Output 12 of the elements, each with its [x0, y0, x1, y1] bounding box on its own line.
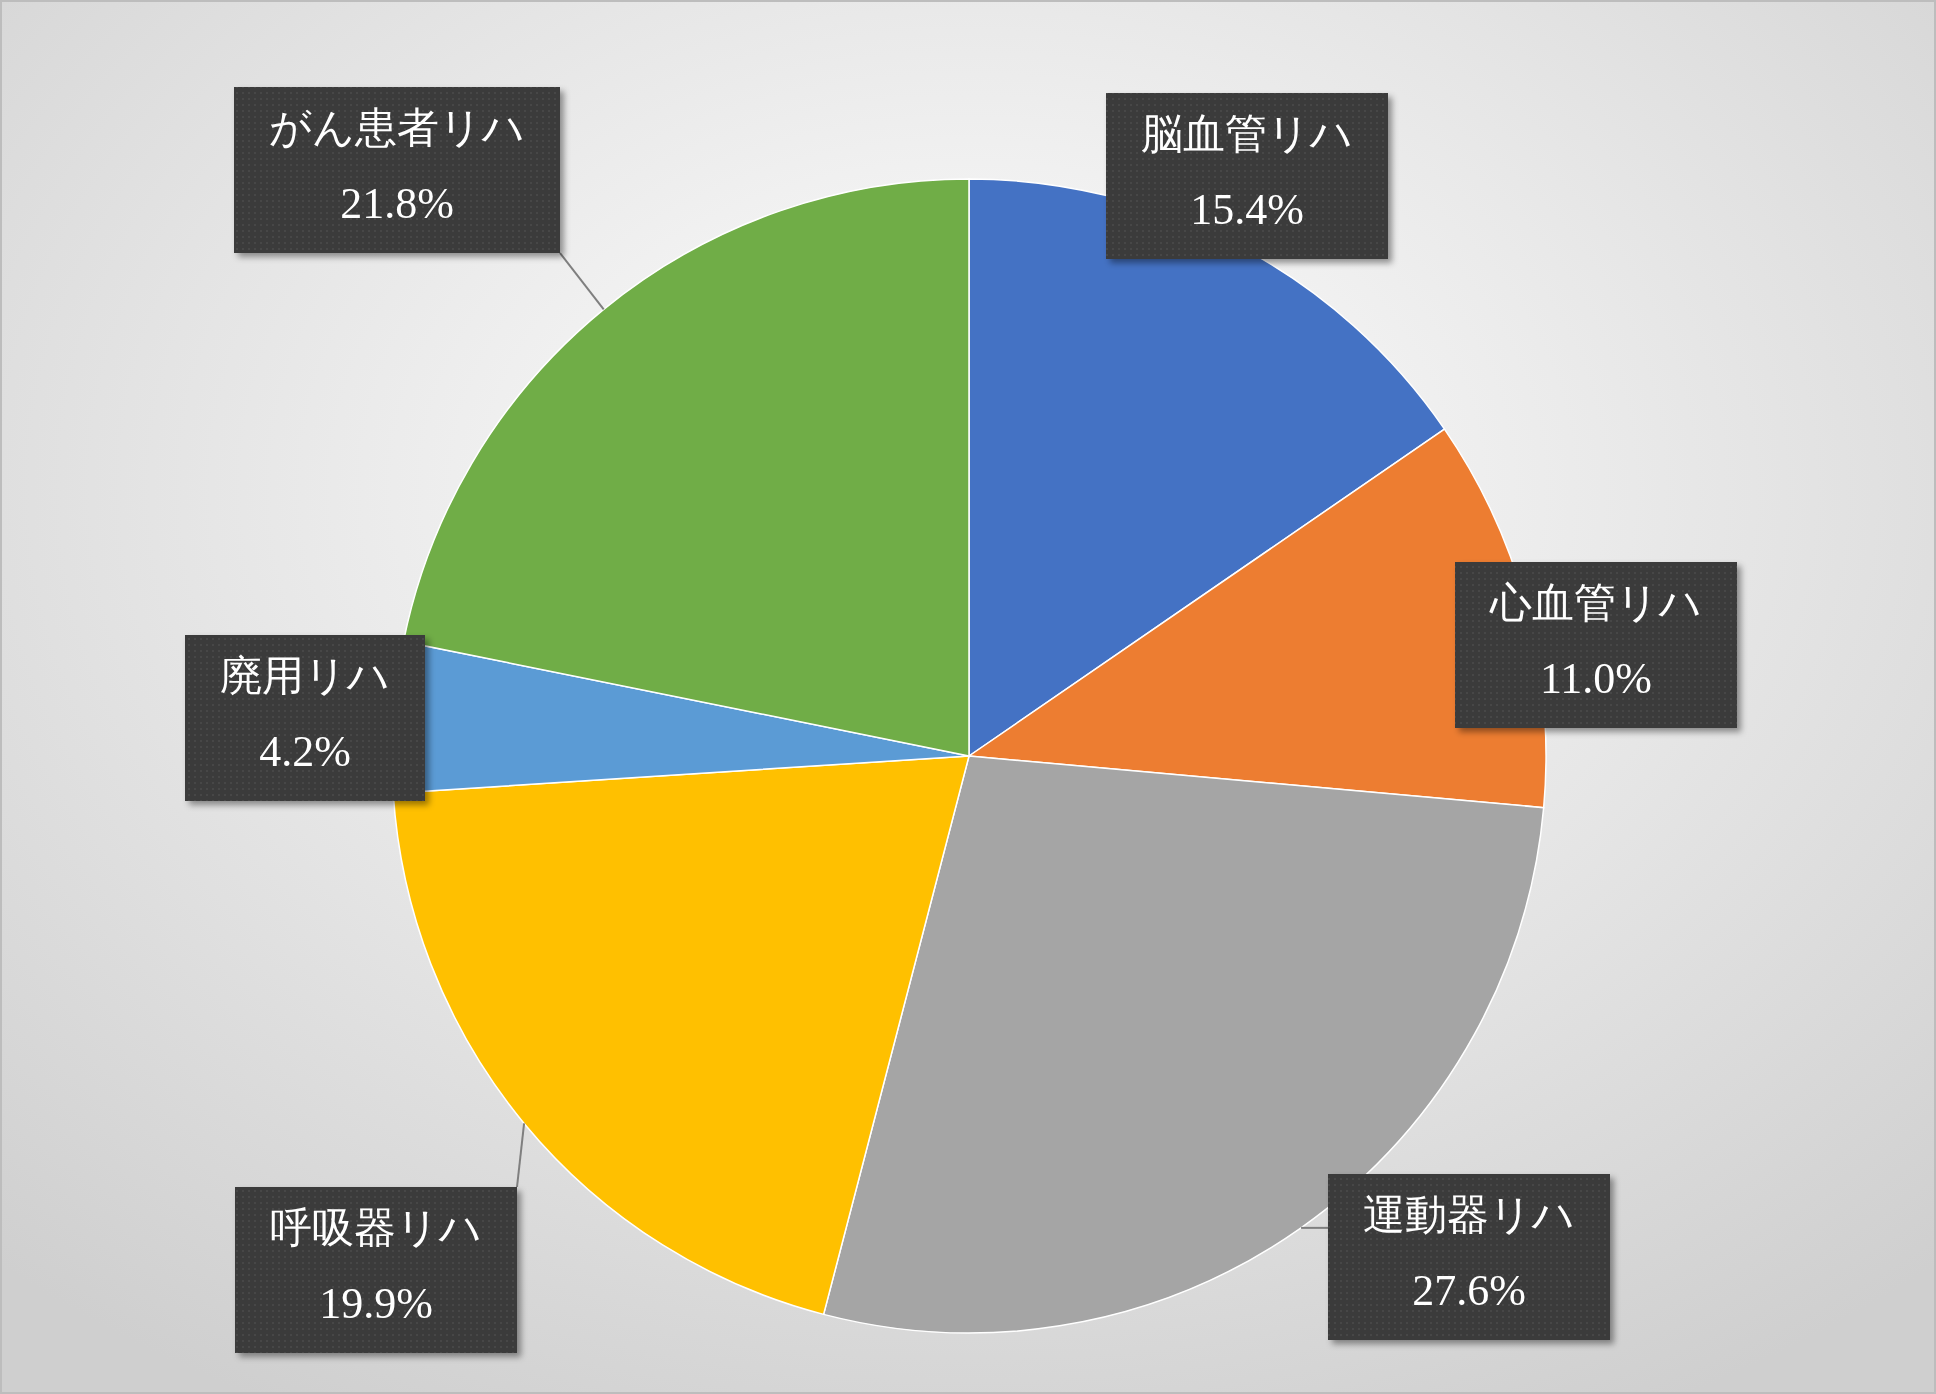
slice-label: 廃用リハ — [220, 653, 390, 699]
slice-label: 運動器リハ — [1363, 1192, 1575, 1238]
slice-label: 心血管リハ — [1489, 580, 1702, 626]
slice-label: 呼吸器リハ — [270, 1205, 482, 1251]
data-label: 11.0% — [1539, 654, 1653, 703]
data-label: 4.2% — [259, 727, 351, 776]
data-label: 21.8% — [340, 179, 454, 228]
slice-label: 脳血管リハ — [1141, 111, 1353, 157]
slice-label: がん患者リハ — [269, 105, 525, 151]
data-label: 27.6% — [1412, 1266, 1526, 1315]
data-label: 15.4% — [1190, 185, 1304, 234]
data-label: 19.9% — [319, 1279, 433, 1328]
